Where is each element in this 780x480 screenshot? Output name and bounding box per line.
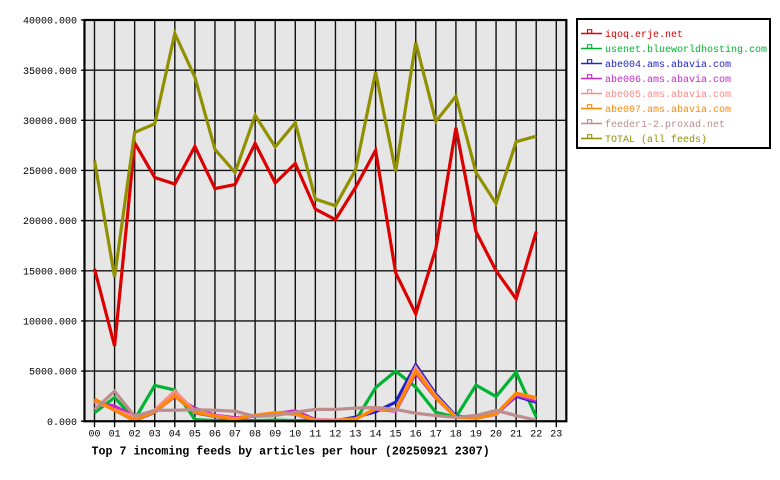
svg-text:25000.000: 25000.000 [23,167,77,178]
svg-text:19: 19 [470,430,482,441]
svg-text:abe007.ams.abavia.com: abe007.ams.abavia.com [605,104,731,116]
svg-text:iqoq.erje.net: iqoq.erje.net [605,29,683,41]
svg-text:05: 05 [189,430,201,441]
svg-text:15: 15 [390,430,402,441]
svg-text:Top 7 incoming feeds by articl: Top 7 incoming feeds by articles per hou… [92,446,490,459]
svg-text:02: 02 [129,430,141,441]
svg-text:17: 17 [430,430,442,441]
svg-text:06: 06 [209,430,221,441]
svg-text:11: 11 [309,430,321,441]
svg-text:5000.000: 5000.000 [29,368,77,379]
svg-text:09: 09 [269,430,281,441]
svg-text:abe004.ams.abavia.com: abe004.ams.abavia.com [605,59,731,71]
svg-text:00: 00 [88,430,100,441]
svg-text:12: 12 [329,430,341,441]
svg-text:40000.000: 40000.000 [23,17,77,28]
svg-text:20000.000: 20000.000 [23,217,77,228]
svg-text:21: 21 [510,430,522,441]
svg-text:04: 04 [169,430,181,441]
svg-text:01: 01 [109,430,121,441]
svg-text:16: 16 [410,430,422,441]
svg-text:08: 08 [249,430,261,441]
svg-text:20: 20 [490,430,502,441]
svg-text:feeder1-2.proxad.net: feeder1-2.proxad.net [605,119,725,131]
svg-text:14: 14 [370,430,382,441]
svg-text:abe005.ams.abavia.com: abe005.ams.abavia.com [605,89,731,101]
svg-text:35000.000: 35000.000 [23,67,77,78]
svg-text:23: 23 [550,430,562,441]
svg-text:10000.000: 10000.000 [23,318,77,329]
svg-text:22: 22 [530,430,542,441]
svg-text:10: 10 [289,430,301,441]
svg-text:03: 03 [149,430,161,441]
svg-text:13: 13 [350,430,362,441]
svg-text:usenet.blueworldhosting.com: usenet.blueworldhosting.com [605,44,767,56]
svg-text:TOTAL (all feeds): TOTAL (all feeds) [605,134,707,146]
svg-text:18: 18 [450,430,462,441]
svg-text:30000.000: 30000.000 [23,117,77,128]
svg-text:abe006.ams.abavia.com: abe006.ams.abavia.com [605,74,731,86]
svg-text:0.000: 0.000 [47,418,77,429]
svg-text:15000.000: 15000.000 [23,267,77,278]
svg-text:07: 07 [229,430,241,441]
